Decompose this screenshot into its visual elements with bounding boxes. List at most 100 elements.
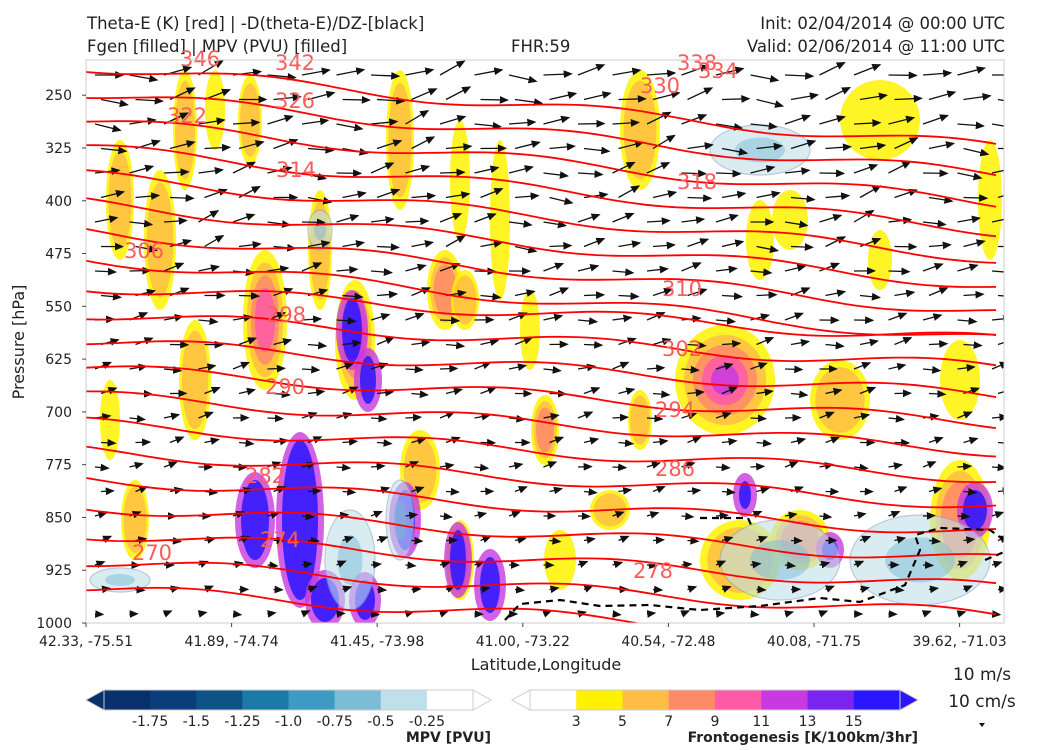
theta-e-contour (86, 71, 997, 145)
wind-vector (94, 463, 110, 472)
theta-e-contour-label: 294 (655, 398, 695, 422)
wind-vector (652, 288, 674, 297)
wind-vector (445, 341, 466, 350)
wind-vector (508, 74, 538, 84)
wind-vector (411, 287, 431, 297)
wind-vector (204, 437, 220, 445)
wind-vector (721, 488, 736, 496)
wind-vector (300, 610, 311, 618)
wind-vector (169, 140, 196, 150)
wind-vector (549, 486, 564, 495)
wind-vector (859, 185, 882, 199)
wind-vector (894, 536, 907, 544)
mpv-colorbar-segment (104, 690, 151, 710)
wind-vector (784, 365, 804, 374)
wind-vector (445, 143, 473, 151)
wind-vector (474, 67, 504, 76)
wind-vector (549, 585, 560, 594)
wind-vector (790, 390, 809, 399)
wind-vector (411, 436, 427, 445)
ref-vector-vertical-label: 10 cm/s (948, 692, 1016, 712)
wind-vector (721, 147, 749, 156)
theta-e-contour-label: 342 (275, 51, 315, 75)
wind-vector (336, 316, 357, 325)
wind-vector (750, 74, 780, 83)
wind-vector (232, 213, 256, 223)
theta-e-contour-label: 334 (698, 59, 738, 83)
wind-vector (129, 461, 144, 470)
wind-vector (888, 462, 904, 470)
fgen-fill (205, 70, 225, 150)
valid-time-label: Valid: 02/06/2014 @ 11:00 UTC (746, 37, 1005, 56)
wind-vector (652, 190, 678, 199)
fgen-colorbar-tick: 5 (618, 714, 627, 730)
wind-vector (646, 461, 661, 469)
fgen-colorbar-title: Frontogenesis [K/100km/3hr] (688, 730, 918, 746)
wind-vector (819, 61, 846, 76)
wind-vector (370, 118, 399, 127)
wind-vector (577, 170, 604, 178)
mpv-colorbar-extend-low (84, 689, 105, 711)
wind-vector (336, 463, 352, 472)
wind-vector (853, 63, 882, 76)
wind-vector (721, 95, 751, 103)
wind-vector (100, 292, 123, 301)
fgen-fill (630, 395, 650, 445)
wind-vector (928, 90, 957, 101)
wind-vector (750, 560, 762, 569)
wind-vector (750, 313, 771, 321)
wind-vector (894, 94, 923, 103)
mpv-colorbar-segment (242, 690, 289, 710)
wind-vector (480, 292, 502, 301)
wind-vector (405, 413, 423, 422)
wind-vector (825, 192, 851, 201)
wind-vector (652, 486, 666, 494)
wind-vector (750, 165, 776, 174)
wind-vector (687, 142, 714, 150)
x-tick-label: 40.08, -71.75 (767, 634, 861, 650)
fgen-fill (840, 80, 920, 160)
wind-vector (370, 313, 391, 321)
wind-vector (819, 262, 841, 272)
wind-vector (687, 87, 714, 101)
wind-vector (825, 387, 843, 396)
wind-vector (129, 219, 154, 228)
wind-vector (888, 267, 911, 276)
wind-vector (445, 387, 463, 396)
y-tick-label: 625 (45, 352, 72, 368)
fgen-colorbar-segment (530, 690, 577, 710)
wind-vector (267, 72, 297, 81)
wind-vector (376, 439, 393, 447)
wind-vector (439, 115, 467, 125)
wind-vector (307, 145, 335, 154)
fgen-colorbar-segment (622, 690, 670, 710)
wind-vector (790, 139, 817, 150)
wind-vector (100, 146, 128, 155)
fgen-colorbar-tick: 3 (572, 714, 581, 730)
wind-vector (543, 313, 564, 322)
wind-vector (681, 216, 706, 224)
wind-vector (549, 91, 578, 101)
theta-e-contour (86, 120, 997, 208)
wind-vector (790, 92, 819, 101)
wind-vector (956, 610, 967, 618)
wind-vector (715, 411, 732, 420)
ddz-contour (700, 516, 754, 528)
wind-vector (273, 93, 302, 102)
wind-vector (376, 290, 399, 299)
chart-title-line-2: Fgen [filled] | MPV (PVU) [filled] (87, 37, 348, 56)
wind-vector (376, 139, 403, 150)
wind-vector (583, 291, 606, 299)
init-time-label: Init: 02/04/2014 @ 00:00 UTC (760, 14, 1005, 33)
wind-vector (991, 218, 1004, 223)
fgen-colorbar-extend-low (510, 689, 531, 711)
wind-vector (267, 414, 285, 423)
theta-e-contour (86, 536, 997, 585)
y-tick-label: 475 (45, 247, 72, 263)
wind-vector (963, 585, 973, 593)
wind-vector (204, 585, 214, 593)
wind-vector (612, 314, 633, 323)
wind-vector (681, 412, 698, 420)
fgen-fill (490, 140, 510, 300)
